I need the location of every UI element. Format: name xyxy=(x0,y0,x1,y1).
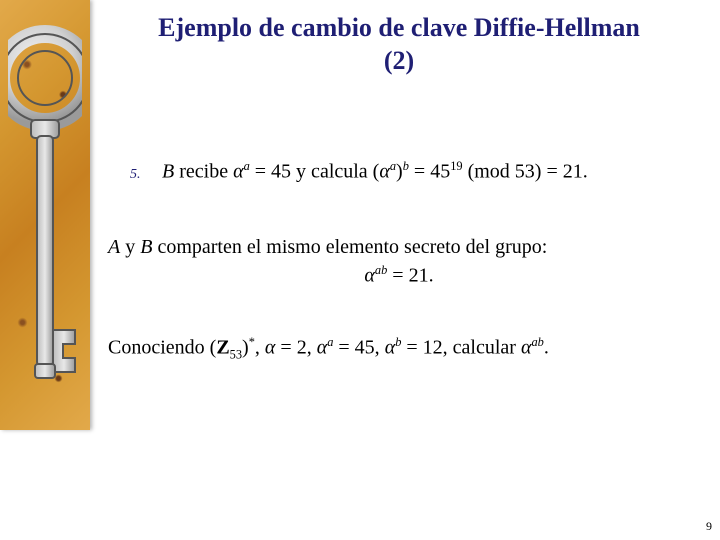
txt: ) xyxy=(396,161,403,183)
step-5-number: 5. xyxy=(108,167,162,183)
set-Z: Z xyxy=(216,337,229,359)
key-icon xyxy=(8,20,82,420)
page-title: Ejemplo de cambio de clave Diffie-Hellma… xyxy=(108,12,690,77)
txt: = 45 y calcula ( xyxy=(250,161,380,183)
txt: = 12, calcular xyxy=(401,337,521,359)
alpha: α xyxy=(233,161,244,183)
txt: . xyxy=(544,337,549,359)
shared-secret-text: A y B comparten el mismo elemento secret… xyxy=(108,236,690,259)
sup-ab: ab xyxy=(375,263,387,277)
txt: y xyxy=(120,236,140,258)
txt: , xyxy=(255,337,265,359)
step-5-text: B recibe αa = 45 y calcula (αa)b = 4519 … xyxy=(162,159,690,184)
slide-content: Ejemplo de cambio de clave Diffie-Hellma… xyxy=(90,0,720,363)
sup-19: 19 xyxy=(450,159,462,173)
alpha: α xyxy=(265,337,276,359)
txt: = 45 xyxy=(409,161,450,183)
alpha: α xyxy=(385,337,396,359)
alpha: α xyxy=(521,337,532,359)
exercise-text: Conociendo (Z53)*, α = 2, αa = 45, αb = … xyxy=(108,335,690,363)
sidebar-texture xyxy=(0,0,90,430)
shared-secret-value: αab = 21. xyxy=(108,263,690,288)
var-A: A xyxy=(108,236,120,258)
title-line-2: (2) xyxy=(384,46,414,75)
txt: (mod 53) = 21. xyxy=(463,161,588,183)
title-line-1: Ejemplo de cambio de clave Diffie-Hellma… xyxy=(158,13,640,42)
txt: Conociendo ( xyxy=(108,337,216,359)
var-B: B xyxy=(162,161,174,183)
alpha: α xyxy=(317,337,328,359)
txt: = 2, xyxy=(275,337,316,359)
var-B: B xyxy=(140,236,152,258)
txt: = 21. xyxy=(387,264,433,286)
txt: comparten el mismo elemento secreto del … xyxy=(152,236,547,258)
txt: = 45, xyxy=(333,337,384,359)
txt: recibe xyxy=(174,161,233,183)
alpha: α xyxy=(364,264,375,286)
step-5: 5. B recibe αa = 45 y calcula (αa)b = 45… xyxy=(108,159,690,184)
page-number: 9 xyxy=(706,519,712,534)
sub-53: 53 xyxy=(230,348,242,362)
sup-ab: ab xyxy=(531,335,543,349)
alpha: α xyxy=(379,161,390,183)
txt: ) xyxy=(242,337,249,359)
